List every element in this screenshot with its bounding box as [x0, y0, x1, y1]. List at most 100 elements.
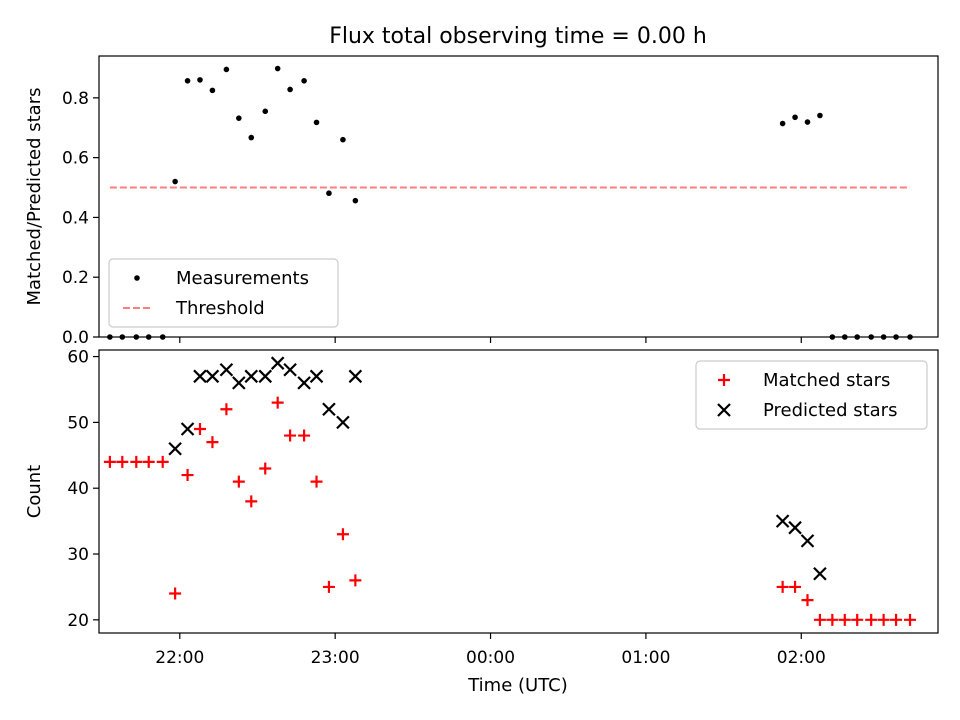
x-axis-label: Time (UTC) — [467, 675, 568, 696]
data-point — [262, 108, 269, 115]
legend-label: Matched stars — [763, 370, 890, 391]
data-point — [776, 580, 789, 593]
data-point — [800, 534, 815, 548]
data-point — [130, 455, 143, 468]
data-point — [348, 369, 363, 384]
data-point — [298, 429, 311, 442]
data-point — [826, 613, 839, 626]
data-point — [322, 402, 336, 417]
data-point — [775, 514, 790, 528]
data-point — [301, 78, 307, 84]
data-point — [248, 134, 255, 141]
data-point — [838, 613, 851, 626]
y-tick-label: 40 — [67, 479, 89, 499]
series-measurements — [779, 112, 823, 127]
series-predicted-stars — [168, 356, 827, 581]
y-axis-label: Count — [24, 465, 45, 518]
legend-label: Threshold — [175, 298, 265, 319]
data-point — [236, 115, 242, 121]
data-point — [205, 369, 220, 384]
data-point — [804, 119, 811, 125]
data-point — [258, 369, 273, 384]
legend-label: Measurements — [176, 268, 309, 289]
legend: Matched stars Predicted stars — [695, 360, 928, 430]
data-point — [336, 528, 349, 541]
legend-box — [108, 258, 339, 328]
data-point — [169, 587, 182, 600]
legend-marker — [717, 403, 731, 417]
data-point — [779, 120, 786, 127]
data-point — [336, 415, 350, 430]
x-tick-label: 00:00 — [466, 648, 515, 668]
legend-marker — [718, 374, 730, 386]
data-point — [283, 362, 297, 377]
data-point — [193, 369, 207, 384]
axes-frame — [98, 55, 939, 338]
data-point — [244, 369, 259, 384]
data-point — [232, 475, 245, 488]
data-point — [209, 87, 216, 94]
x-tick-label: 02:00 — [777, 648, 826, 668]
data-point — [103, 455, 116, 468]
data-point — [142, 455, 155, 468]
data-point — [287, 86, 293, 93]
chart-title: Flux total observing time = 0.00 h — [329, 24, 707, 49]
data-point — [220, 403, 233, 416]
data-point — [116, 455, 129, 468]
y-tick-label: 20 — [67, 611, 89, 631]
data-point — [851, 613, 864, 626]
data-point — [168, 441, 182, 456]
data-point — [326, 190, 332, 197]
y-tick-label: 0.8 — [62, 89, 89, 109]
data-point — [180, 422, 195, 436]
data-point — [156, 455, 169, 468]
series-matched-stars — [103, 396, 917, 626]
data-point — [309, 369, 324, 384]
data-point — [206, 436, 219, 449]
y-tick-label: 30 — [67, 545, 89, 565]
data-point — [865, 613, 878, 626]
data-point — [877, 613, 890, 626]
data-point — [904, 613, 917, 626]
data-point — [322, 580, 335, 593]
data-point — [313, 119, 320, 126]
data-point — [197, 77, 203, 83]
data-point — [349, 574, 362, 587]
data-point — [172, 178, 178, 185]
data-point — [792, 114, 798, 121]
data-point — [245, 495, 258, 508]
y-tick-label: 0.2 — [62, 268, 89, 288]
data-point — [789, 580, 802, 593]
data-point — [310, 475, 323, 488]
data-point — [352, 197, 359, 204]
data-point — [219, 362, 234, 377]
data-point — [890, 613, 903, 626]
y-tick-label: 0.4 — [62, 208, 89, 228]
data-point — [232, 376, 246, 390]
data-point — [223, 66, 230, 73]
data-point — [297, 376, 311, 390]
data-point — [340, 136, 346, 143]
y-tick-label: 0.6 — [62, 149, 89, 169]
data-point — [817, 112, 823, 119]
x-tick-label: 01:00 — [621, 648, 670, 668]
count-panel: 20 30 40 50 60 22:00 23:00 00:00 01:00 02:00 Count… — [24, 348, 939, 668]
data-point — [274, 65, 281, 72]
x-tick-label: 22:00 — [155, 648, 204, 668]
data-point — [788, 520, 802, 535]
data-point — [813, 566, 827, 581]
y-tick-label: 0.0 — [62, 328, 89, 348]
legend: Measurements Threshold — [108, 258, 339, 328]
ratio-panel: 0.0 0.2 0.4 0.6 0.8 Matched/Predicted stars Me… — [24, 55, 939, 348]
data-point — [259, 462, 272, 475]
data-point — [284, 429, 297, 442]
data-point — [813, 613, 826, 626]
y-tick-label: 60 — [67, 348, 89, 368]
data-point — [801, 594, 814, 607]
data-point — [184, 78, 191, 84]
data-point — [271, 396, 284, 409]
legend-label: Predicted stars — [763, 400, 897, 421]
data-point — [193, 422, 206, 435]
data-point — [270, 356, 285, 370]
